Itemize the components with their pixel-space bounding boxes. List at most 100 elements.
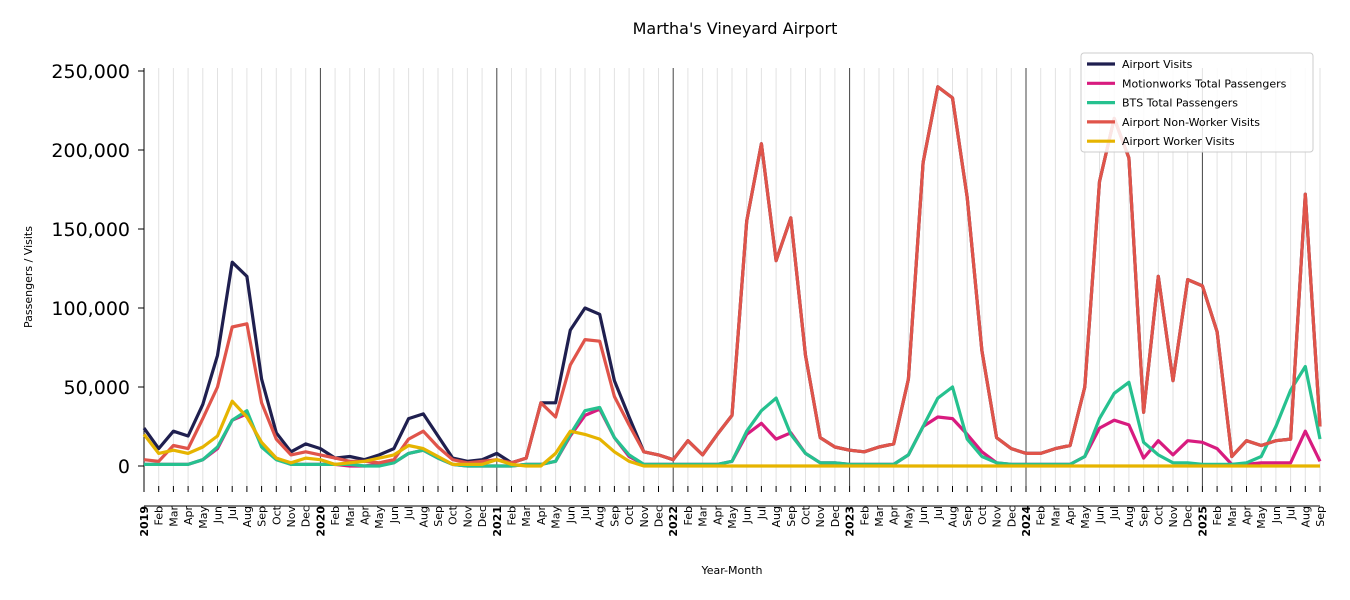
x-tick-label-month: May [902,506,915,529]
x-tick-label-month: Mar [873,506,886,527]
x-tick-label-month: Jun [1094,506,1107,524]
x-tick-label-month: Nov [285,506,298,528]
x-tick-label-month: Jun [741,506,754,524]
x-tick-label-month: Feb [153,506,166,525]
x-tick-label-month: Dec [300,506,313,527]
x-axis-label: Year-Month [700,564,762,577]
y-tick-label: 50,000 [64,377,130,399]
x-tick-label-month: Jun [1270,506,1283,524]
x-tick-label-month: Oct [270,505,283,525]
x-tick-label-month: Aug [947,506,960,527]
legend: Airport Visits Motionworks Total Passenge… [1080,52,1314,153]
x-tick-label-month: Mar [520,506,533,527]
x-tick-label-month: Jun [564,506,577,524]
x-tick-label-month: Oct [800,505,813,525]
x-tick-label-month: May [373,506,386,529]
x-tick-label-month: Sep [1314,506,1327,527]
legend-label: Airport Non-Worker Visits [1122,116,1260,129]
x-tick-label-month: Dec [829,506,842,527]
x-tick-label-month: Apr [535,506,548,526]
x-tick-label-month: Nov [461,506,474,528]
legend-label: BTS Total Passengers [1122,97,1238,110]
x-tick-label-month: Dec [653,506,666,527]
x-tick-label-month: Apr [711,506,724,526]
x-tick-label-month: Sep [961,506,974,527]
x-tick-label-month: Sep [1138,506,1151,527]
x-tick-label-month: Mar [1226,506,1239,527]
x-tick-label-month: Feb [1035,506,1048,525]
x-tick-label-month: Apr [888,506,901,526]
x-tick-label-month: Nov [991,506,1004,528]
x-tick-label-month: Jul [403,506,416,520]
x-tick-label-month: Oct [1152,505,1165,525]
x-tick-label-month: Feb [506,506,519,525]
x-tick-label-month: May [1079,506,1092,529]
x-tick-label-month: Sep [432,506,445,527]
x-tick-label-month: Jul [1108,506,1121,520]
x-tick-label-month: Nov [1167,506,1180,528]
x-tick-label-month: Jul [755,506,768,520]
x-tick-label-month: May [726,506,739,529]
x-tick-label-month: Aug [1123,506,1136,527]
legend-label: Motionworks Total Passengers [1122,77,1287,90]
x-tick-label-month: Mar [167,506,180,527]
x-tick-label-month: Nov [638,506,651,528]
x-tick-label-month: Oct [447,505,460,525]
x-tick-label-month: Jun [388,506,401,524]
legend-label: Airport Worker Visits [1122,135,1235,148]
x-tick-label-month: Mar [697,506,710,527]
legend-label: Airport Visits [1122,58,1193,71]
legend-box [1080,52,1314,153]
x-tick-label-month: Jul [226,506,239,520]
y-tick-label: 100,000 [51,298,130,320]
x-tick-label-year: 2023 [844,506,857,537]
x-tick-label-year: 2019 [138,506,151,537]
x-tick-label-month: Feb [858,506,871,525]
x-tick-label-month: Apr [1064,506,1077,526]
y-tick-label: 0 [118,456,130,478]
x-tick-label-month: Jul [1285,506,1298,520]
y-axis-label: Passengers / Visits [22,226,35,328]
x-tick-label-month: May [197,506,210,529]
x-tick-label-month: Feb [682,506,695,525]
series-line-airport-worker-visits [142,399,1320,468]
x-tick-label-month: Dec [476,506,489,527]
x-tick-label-month: Jul [579,506,592,520]
x-tick-label-year: 2020 [314,506,327,537]
x-tick-label-month: Sep [256,506,269,527]
x-tick-label-month: Oct [976,505,989,525]
x-tick-label-month: Jun [212,506,225,524]
x-tick-label-year: 2021 [491,506,504,537]
x-tick-label-year: 2022 [667,506,680,537]
x-tick-label-month: Mar [344,506,357,527]
y-tick-label: 150,000 [51,219,130,241]
x-tick-label-month: Feb [329,506,342,525]
x-tick-label-month: Aug [241,506,254,527]
x-tick-label-year: 2024 [1020,506,1033,537]
chart-title: Martha's Vineyard Airport [633,19,838,38]
x-tick-label-month: Oct [623,505,636,525]
x-tick-label-month: Apr [1241,506,1254,526]
x-tick-label-month: Dec [1182,506,1195,527]
x-tick-label-month: May [1255,506,1268,529]
x-tick-label-month: Dec [1005,506,1018,527]
x-tick-label-month: Nov [814,506,827,528]
x-tick-label-month: Mar [1049,506,1062,527]
x-tick-label-month: Aug [770,506,783,527]
x-tick-label-year: 2025 [1196,506,1209,537]
x-tick-label-month: Sep [785,506,798,527]
x-tick-label-month: Aug [594,506,607,527]
y-tick-label: 250,000 [51,61,130,83]
x-tick-label-month: Aug [417,506,430,527]
x-tick-label-month: Feb [1211,506,1224,525]
x-tick-label-month: Apr [182,506,195,526]
y-tick-label: 200,000 [51,140,130,162]
x-tick-label-month: Aug [1299,506,1312,527]
x-tick-label-month: Sep [608,506,621,527]
x-tick-label-month: Jun [917,506,930,524]
x-tick-label-month: Apr [359,506,372,526]
x-tick-label-month: Jul [932,506,945,520]
x-tick-label-month: May [550,506,563,529]
